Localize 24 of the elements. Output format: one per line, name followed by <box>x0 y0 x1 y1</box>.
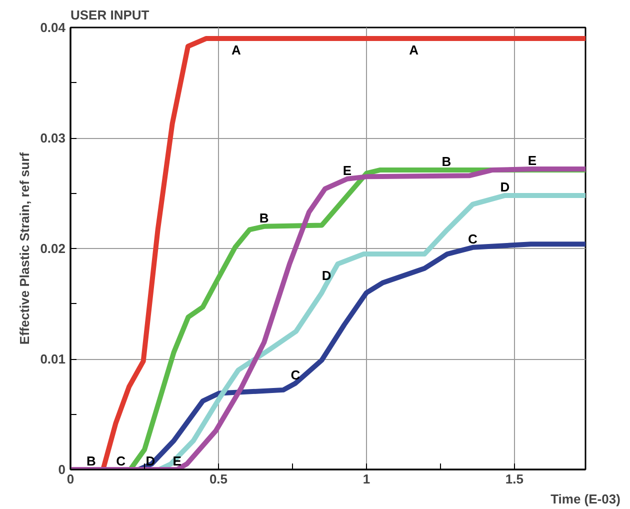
x-tick-label: 1.5 <box>505 472 524 486</box>
y-tick-label: 0.02 <box>40 241 66 256</box>
text: C <box>116 454 126 468</box>
text: C <box>290 367 300 382</box>
text: B <box>86 454 96 468</box>
x-axis-title: Time (E-03) <box>550 492 620 506</box>
y-tick-label: 0 <box>58 462 66 477</box>
chart-title: USER INPUT <box>70 8 150 22</box>
series-label: D <box>322 268 332 283</box>
series-label: A <box>232 42 242 58</box>
series-label: E <box>342 162 352 178</box>
text: D <box>500 179 510 194</box>
text: E <box>172 454 182 468</box>
y-tick-label: 0.04 <box>40 20 66 35</box>
y-tick-label: 0.03 <box>40 130 66 146</box>
x-tick-label: 0.5 <box>209 472 228 486</box>
text: E <box>528 152 537 168</box>
text: A <box>409 42 419 58</box>
x-tick-label: 1 <box>362 472 370 486</box>
series-label: C <box>468 231 478 246</box>
y-tick-label: 0.01 <box>40 352 66 366</box>
text: B <box>442 154 452 170</box>
series-label: B <box>259 210 269 226</box>
y-axis-title: Effective Plastic Strain, ref surf <box>17 152 32 345</box>
